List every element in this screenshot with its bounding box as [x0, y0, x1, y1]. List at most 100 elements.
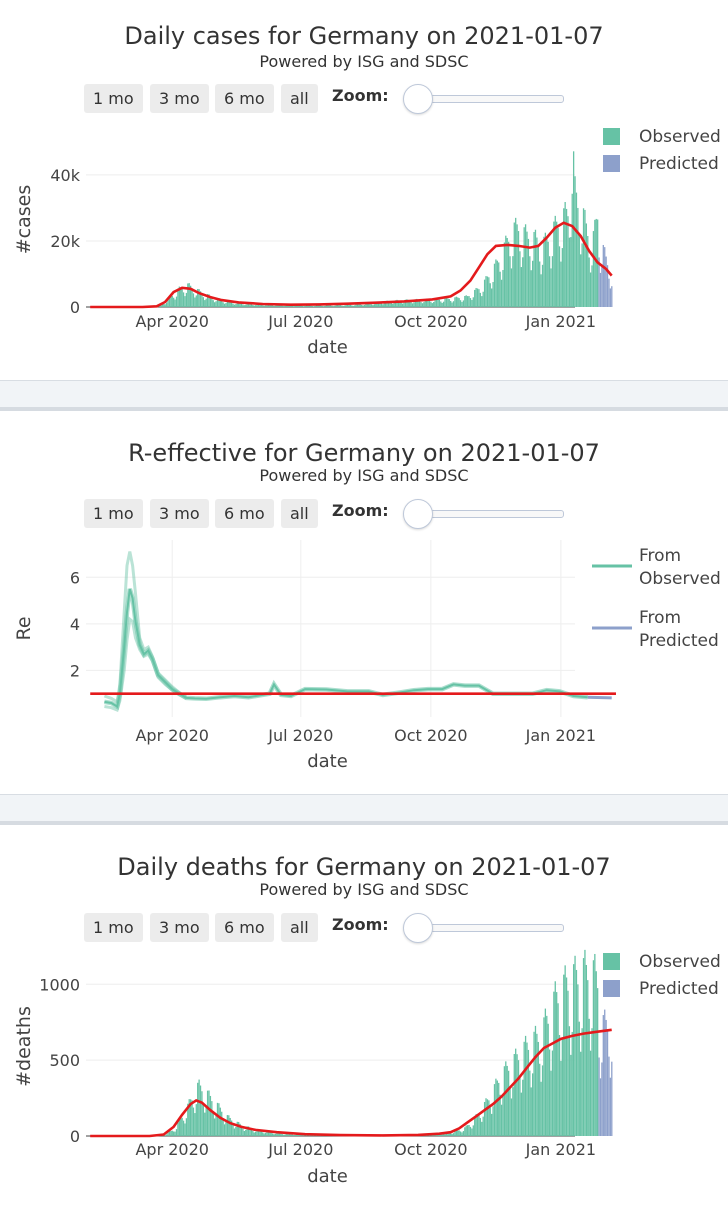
observed-bar	[411, 303, 414, 307]
observed-bar	[578, 233, 580, 307]
observed-bar	[386, 300, 388, 307]
observed-bar	[396, 299, 398, 307]
observed-bar	[509, 1085, 511, 1136]
range-button-3mo[interactable]: 3 mo	[150, 913, 209, 942]
observed-bar	[352, 305, 354, 307]
observed-bar	[287, 1133, 289, 1136]
observed-bar	[454, 297, 456, 307]
zoom-slider-handle[interactable]	[403, 84, 433, 114]
observed-bar	[507, 1070, 510, 1136]
observed-bar	[546, 1015, 548, 1136]
observed-bar	[242, 304, 244, 307]
observed-bar	[571, 193, 573, 307]
observed-bar	[191, 288, 193, 307]
x-tick-label: Apr 2020	[135, 726, 208, 745]
observed-bar	[474, 289, 476, 307]
observed-bar	[288, 1133, 291, 1136]
observed-bar	[397, 300, 400, 307]
observed-bar	[595, 971, 597, 1136]
observed-bar	[594, 219, 596, 307]
predicted-bar	[598, 1057, 600, 1136]
observed-bar	[457, 1130, 459, 1136]
observed-bar	[362, 305, 364, 307]
observed-bar	[164, 304, 166, 307]
y-tick-label: 4	[70, 615, 80, 634]
observed-bar	[214, 1118, 216, 1136]
y-tick-label: 1000	[39, 975, 80, 994]
observed-bar	[539, 1063, 541, 1136]
predicted-bar	[609, 288, 612, 307]
trend-line	[90, 1028, 612, 1138]
observed-bar	[544, 232, 547, 307]
observed-bar	[546, 237, 548, 307]
cases-plot[interactable]: 0 20k 40k Apr 2020 Jul 2020 Oct 2020 Jan 2021 d…	[0, 0, 728, 380]
observed-bar	[524, 224, 527, 307]
observed-bar	[390, 302, 392, 307]
observed-bar	[565, 977, 568, 1136]
observed-bar	[321, 305, 323, 307]
observed-bar	[185, 1118, 188, 1136]
range-button-1mo[interactable]: 1 mo	[84, 84, 143, 113]
observed-bar	[445, 297, 448, 307]
observed-bar	[465, 295, 467, 307]
observed-bar	[382, 304, 384, 307]
observed-bar	[212, 300, 214, 307]
observed-bar	[560, 261, 562, 307]
observed-bar	[206, 294, 209, 307]
legend-swatch	[603, 953, 620, 970]
range-button-all[interactable]: all	[281, 499, 318, 528]
observed-bar	[530, 1087, 532, 1136]
observed-bar	[303, 1135, 305, 1136]
range-button-6mo[interactable]: 6 mo	[215, 913, 274, 942]
observed-bar	[170, 1130, 172, 1136]
observed-bar	[554, 215, 556, 307]
range-button-1mo[interactable]: 1 mo	[84, 913, 143, 942]
observed-bar	[182, 1120, 185, 1136]
range-button-6mo[interactable]: 6 mo	[215, 499, 274, 528]
observed-bar	[471, 1128, 473, 1136]
observed-bar	[198, 1079, 200, 1136]
observed-bar	[379, 302, 381, 307]
legend-label: From	[639, 608, 681, 628]
observed-bar	[512, 1087, 514, 1136]
observed-bar	[413, 302, 415, 307]
range-button-all[interactable]: all	[281, 913, 318, 942]
range-button-all[interactable]: all	[281, 84, 318, 113]
range-button-1mo[interactable]: 1 mo	[84, 499, 143, 528]
observed-bar	[452, 301, 455, 307]
observed-bar	[575, 969, 578, 1136]
observed-bar	[208, 294, 210, 307]
observed-bar	[431, 303, 433, 307]
zoom-slider-handle[interactable]	[403, 499, 433, 529]
observed-bar	[544, 1008, 547, 1136]
observed-bar	[297, 305, 299, 307]
observed-bar	[335, 305, 337, 307]
range-button-6mo[interactable]: 6 mo	[215, 84, 274, 113]
deaths-plot[interactable]: 0 500 1000 Apr 2020 Jul 2020 Oct 2020 Jan 2021…	[0, 825, 728, 1205]
x-axis-label: date	[307, 1166, 348, 1187]
observed-bar	[462, 300, 465, 307]
zoom-slider-handle[interactable]	[403, 913, 433, 943]
observed-bar	[380, 303, 383, 307]
observed-bar	[523, 227, 525, 307]
observed-bar	[189, 285, 192, 307]
x-tick-label: Jul 2020	[267, 726, 333, 745]
observed-bar	[171, 1130, 173, 1136]
observed-bar	[517, 1060, 520, 1136]
cases-panel: Daily cases for Germany on 2021-01-07 Po…	[0, 0, 728, 380]
observed-bar	[235, 304, 237, 307]
observed-bar	[493, 263, 496, 307]
observed-bar	[303, 306, 305, 307]
predicted-bar	[611, 1061, 613, 1136]
observed-bar	[184, 296, 186, 307]
observed-bar	[522, 257, 524, 307]
observed-bar	[563, 208, 565, 307]
observed-bar	[356, 303, 359, 307]
range-button-3mo[interactable]: 3 mo	[150, 499, 209, 528]
observed-bar	[365, 303, 367, 307]
range-button-3mo[interactable]: 3 mo	[150, 84, 209, 113]
observed-bar	[187, 283, 189, 307]
observed-bar	[180, 287, 182, 307]
observed-bar	[293, 1135, 295, 1136]
